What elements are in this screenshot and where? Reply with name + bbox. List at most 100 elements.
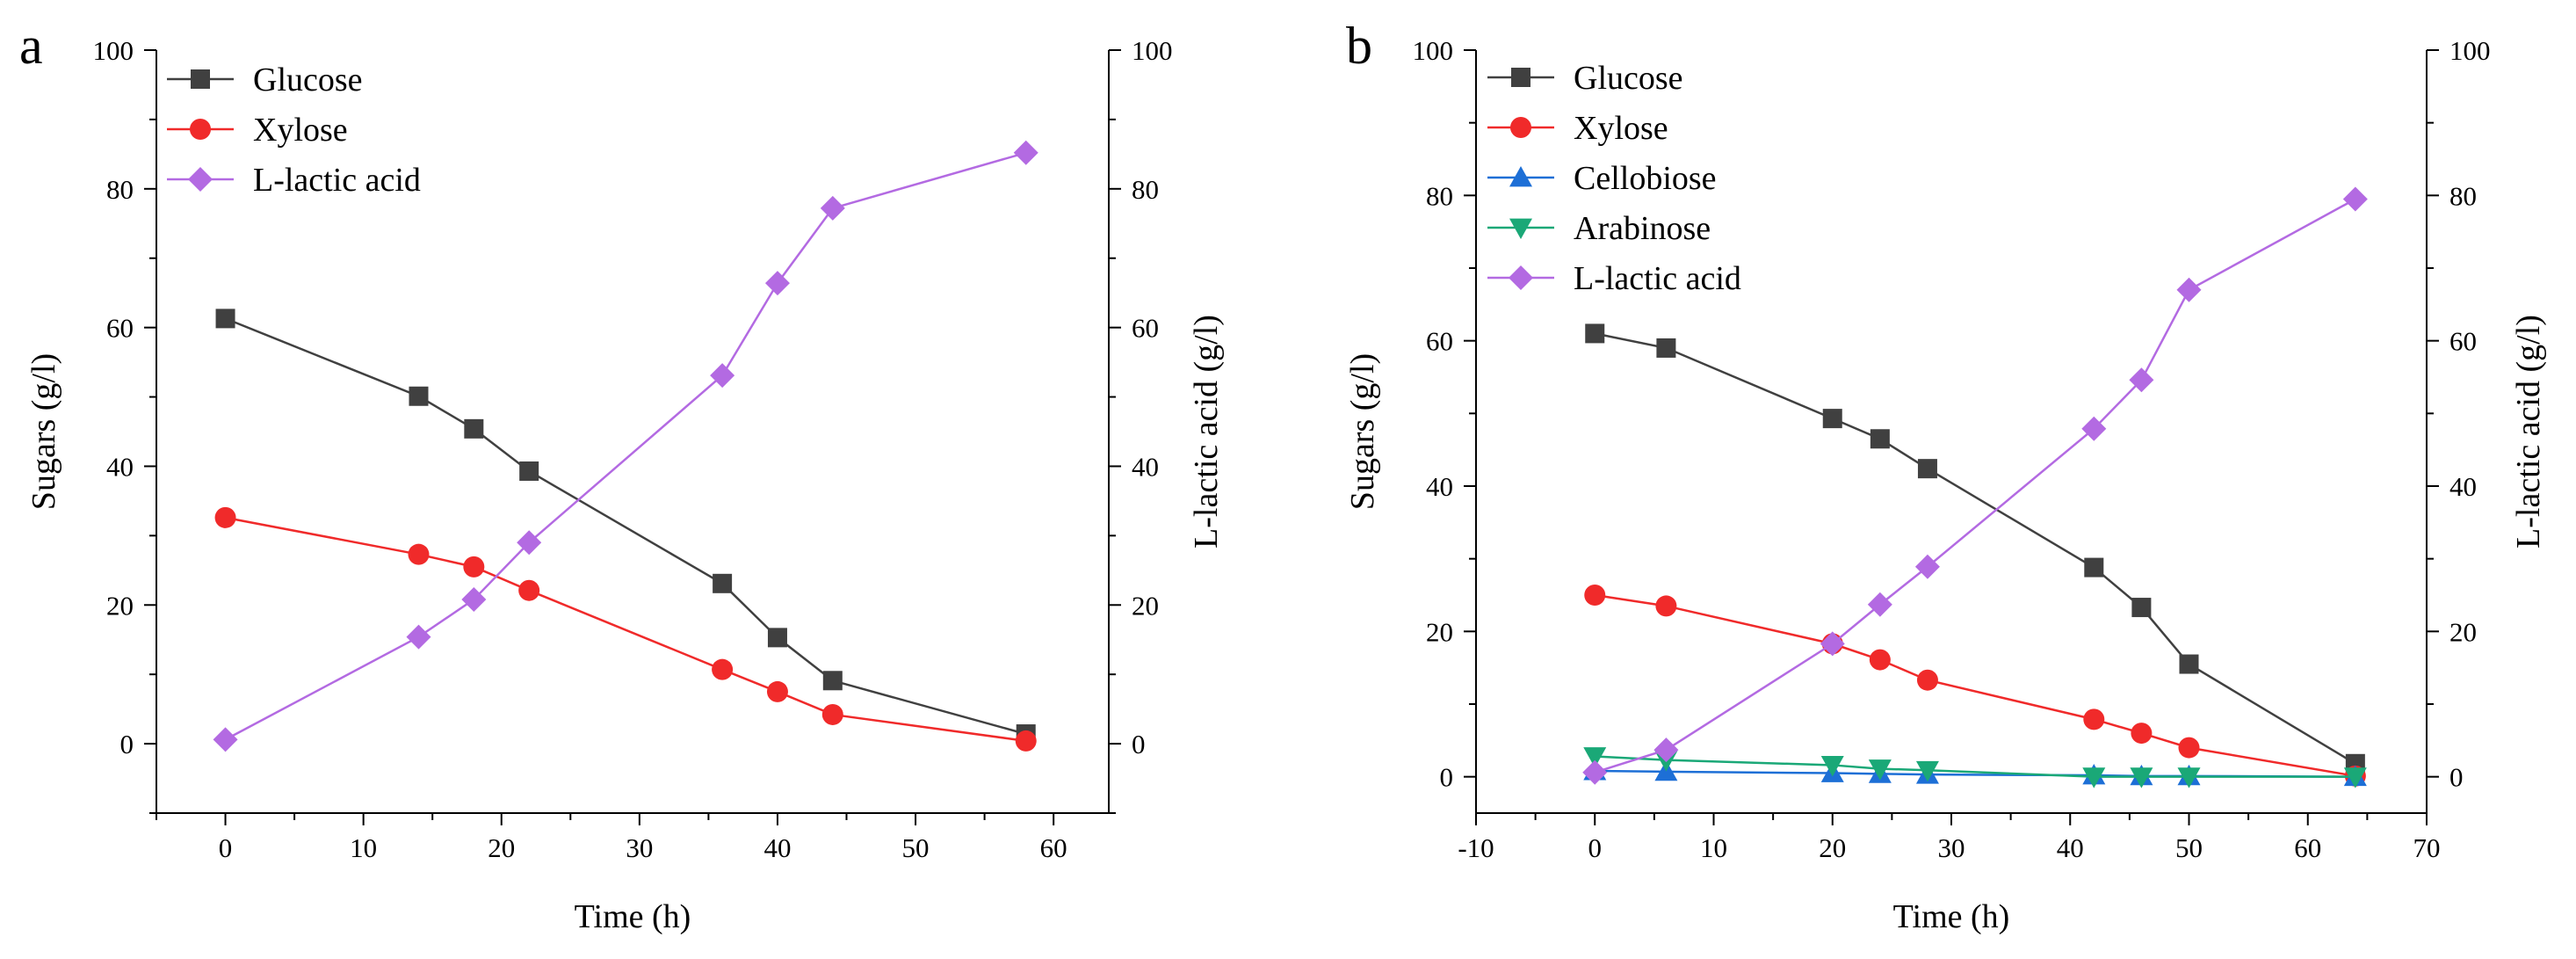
chart-panel-b: b -10 0 10 20 30 40 50 60 70 0 20 40 60 80 100 0 20 40 60 80… [1344,17,2547,935]
data-point-xylose [821,703,843,725]
y2-tick-label: 60 [1132,313,1159,344]
legend-marker-xylose [190,119,211,140]
y2-tick-label: 40 [1132,451,1159,482]
data-point-arabinose [2082,767,2106,788]
y2-axis-title: L-lactic acid (g/l) [1188,315,1225,549]
series-xylose [1584,585,2366,787]
x-tick-label: 10 [350,832,377,863]
y-tick-label: 40 [1426,471,1453,502]
y2-tick-label: 60 [2449,326,2477,357]
y2-tick-label: 40 [2449,471,2477,502]
data-point-l-lactic-acid [1867,592,1892,617]
legend: Glucose Xylose Cellobiose Arabinose L-lactic… [1487,60,1741,297]
data-point-xylose [766,680,788,702]
y-tick-label: 0 [120,729,134,759]
data-point-xylose [2131,723,2153,745]
x-tick-label: 50 [902,832,930,863]
y-tick-label: 80 [106,174,134,205]
legend-label-glucose: Glucose [253,62,363,98]
data-point-l-lactic-acid [2081,416,2107,441]
x-tick-label: 60 [1040,832,1067,863]
data-point-glucose [215,309,235,329]
data-point-glucose [767,628,787,648]
data-point-arabinose [1868,759,1892,781]
data-point-glucose [1585,323,1605,344]
y2-tick-label: 80 [2449,180,2477,211]
data-point-xylose [2178,737,2200,759]
data-point-glucose [1917,459,1937,479]
data-point-xylose [712,658,734,680]
data-point-glucose [409,386,429,406]
chart-panel-a: a 0 10 20 30 40 50 60 0 20 40 60 80 100 0 20 40 60 80 100 Ti… [19,17,1225,935]
y-tick-label: 20 [106,590,134,621]
data-point-xylose [408,543,430,565]
x-tick-label: 30 [1938,832,1965,863]
data-point-l-lactic-acid [820,195,845,221]
data-point-arabinose [2177,767,2201,788]
series-line-xylose [225,516,1026,743]
data-point-l-lactic-acid [1914,554,1940,579]
x-axis-title: Time (h) [1893,898,2010,935]
series-line-l-lactic-acid [224,151,1027,741]
data-point-glucose [2084,557,2104,578]
legend-label-cellobiose: Cellobiose [1574,160,1717,197]
data-point-l-lactic-acid [1013,140,1038,165]
legend-marker-l-lactic-acid [188,167,213,192]
series-glucose [215,309,1036,745]
legend-marker-glucose [191,69,210,89]
data-point-l-lactic-acid [517,530,542,556]
x-tick-label: 30 [626,832,653,863]
y-tick-label: 60 [106,313,134,344]
data-point-xylose [1869,649,1891,671]
y2-tick-label: 20 [1132,590,1159,621]
x-axis-title: Time (h) [575,898,691,935]
data-point-glucose [822,671,843,691]
data-point-xylose [518,579,540,601]
x-tick-label: 70 [2413,832,2441,863]
data-point-l-lactic-acid [1653,737,1679,763]
x-tick-label: 20 [1819,832,1846,863]
series-l-lactic-acid [213,140,1038,752]
data-point-l-lactic-acid [406,624,431,650]
data-point-xylose [214,506,236,528]
data-point-xylose [1655,595,1677,617]
legend-label-glucose: Glucose [1574,60,1683,97]
x-tick-label: 20 [488,832,515,863]
data-point-arabinose [2343,767,2367,788]
data-point-l-lactic-acid [213,727,238,752]
legend-label-arabinose: Arabinose [1574,210,1711,247]
data-point-l-lactic-acid [2129,367,2154,393]
x-tick-label: 10 [1700,832,1727,863]
data-point-arabinose [1915,760,1939,782]
series-line-xylose [1595,593,2356,778]
series-l-lactic-acid [1582,186,2368,785]
legend-marker-arabinose [1509,218,1532,239]
y2-axis-title: L-lactic acid (g/l) [2510,315,2547,549]
data-point-xylose [463,556,485,578]
data-point-glucose [464,418,484,439]
y-tick-label: 20 [1426,616,1453,647]
series-arabinose [1583,747,2367,788]
data-point-xylose [1584,585,1606,606]
series-xylose [214,506,1037,752]
legend: Glucose Xylose L-lactic acid [167,62,421,199]
x-tick-label: 0 [1588,832,1603,863]
data-point-glucose [1870,429,1890,449]
data-point-l-lactic-acid [2176,277,2202,302]
y-tick-label: 0 [1440,762,1454,793]
legend-marker-l-lactic-acid [1509,265,1533,290]
y2-tick-label: 0 [2449,762,2464,793]
y2-tick-label: 100 [2449,35,2491,66]
data-point-glucose [1822,409,1842,429]
data-point-l-lactic-acid [1582,759,1608,785]
data-point-glucose [1656,338,1676,358]
data-point-arabinose [1583,747,1607,768]
data-point-l-lactic-acid [764,271,790,296]
legend-label-xylose: Xylose [253,112,348,149]
y-tick-label: 60 [1426,326,1453,357]
y-axis-title: Sugars (g/l) [25,353,62,510]
data-point-xylose [1015,730,1037,752]
data-point-glucose [713,573,733,593]
data-point-glucose [2131,598,2152,618]
